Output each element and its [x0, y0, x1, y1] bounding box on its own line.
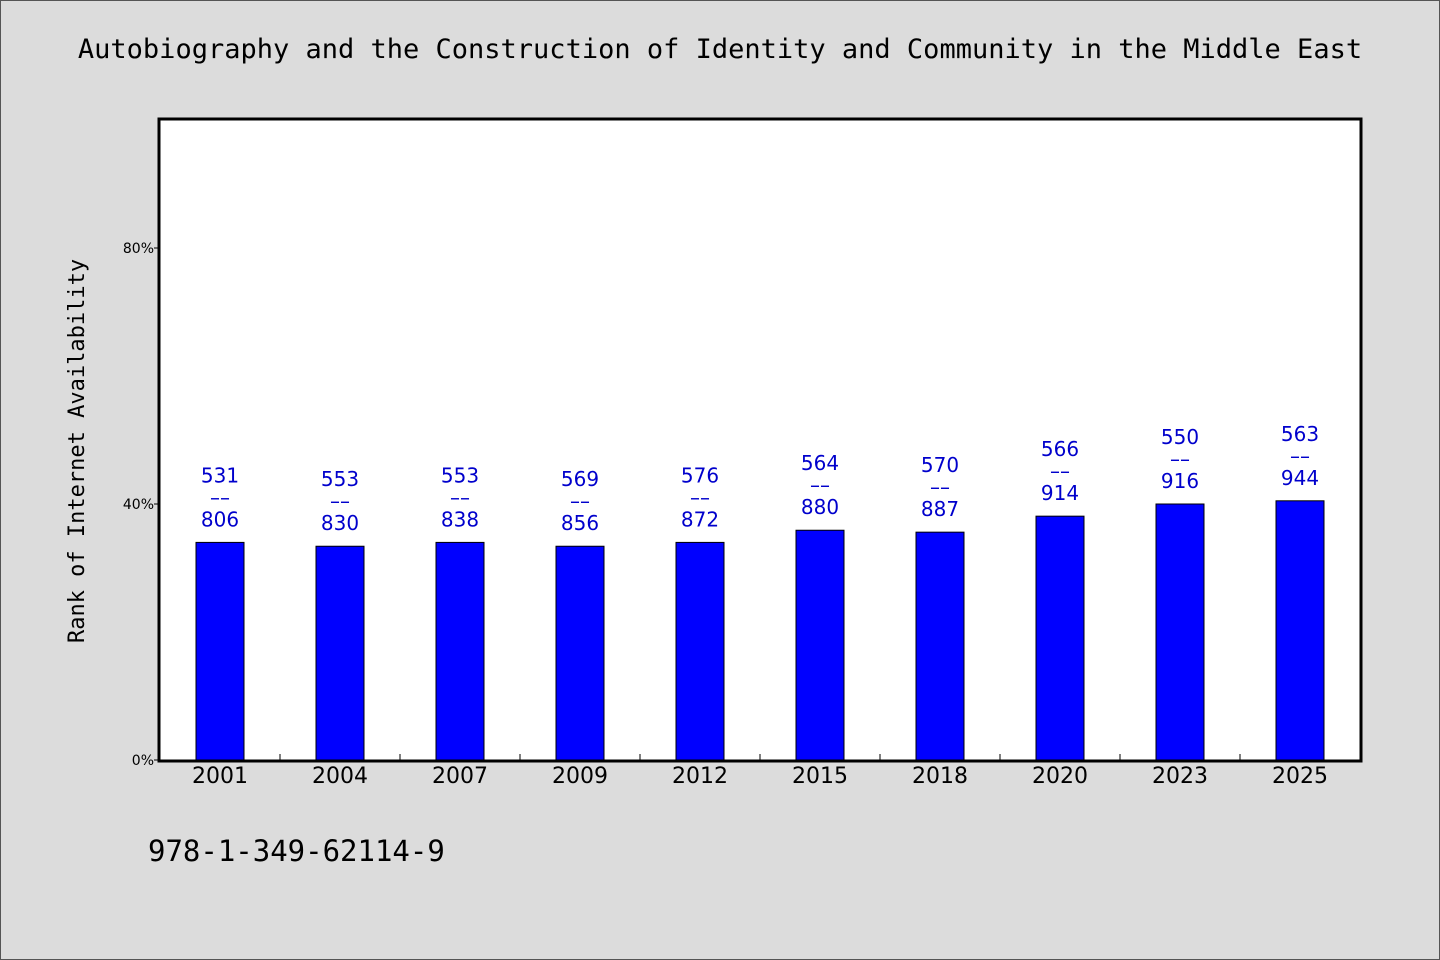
data-label-top: 531 [201, 463, 239, 487]
x-tick-label: 2018 [912, 764, 968, 789]
bar [1155, 503, 1205, 761]
data-label-top: 550 [1161, 425, 1199, 449]
data-label-bottom: 916 [1161, 469, 1199, 493]
x-tick-label: 2009 [552, 764, 608, 789]
x-tick-label: 2025 [1272, 764, 1328, 789]
y-tick-label: 0% [132, 753, 154, 769]
bar [1275, 500, 1325, 761]
data-label-separator: –– [330, 489, 350, 513]
data-label-separator: –– [690, 485, 710, 509]
bar [1035, 515, 1085, 761]
data-label-separator: –– [1290, 444, 1310, 468]
data-label-bottom: 838 [441, 507, 479, 531]
data-label-separator: –– [1170, 447, 1190, 471]
bar [435, 541, 485, 761]
isbn-label: 978-1-349-62114-9 [148, 834, 445, 868]
data-label-top: 566 [1041, 437, 1079, 461]
data-label-top: 570 [921, 453, 959, 477]
data-label-separator: –– [810, 473, 830, 497]
data-label-bottom: 914 [1041, 481, 1079, 505]
data-label-bottom: 872 [681, 507, 719, 531]
bar [315, 545, 365, 761]
data-label-separator: –– [570, 489, 590, 513]
x-tick-label: 2012 [672, 764, 728, 789]
data-label-top: 553 [321, 467, 359, 491]
data-label-separator: –– [210, 485, 230, 509]
bar [555, 545, 605, 761]
data-label-top: 576 [681, 463, 719, 487]
data-label-bottom: 806 [201, 507, 239, 531]
data-labels: 2001531––8062004553––8302007553––8382009… [192, 422, 1328, 789]
x-tick-label: 2007 [432, 764, 488, 789]
data-label-bottom: 830 [321, 511, 359, 535]
x-tick-label: 2001 [192, 764, 248, 789]
data-label-bottom: 944 [1281, 466, 1319, 490]
data-label-bottom: 880 [801, 495, 839, 519]
y-axis-title: Rank of Internet Availability [65, 259, 90, 643]
data-label-top: 569 [561, 467, 599, 491]
x-tick-label: 2004 [312, 764, 368, 789]
bar [915, 531, 965, 761]
data-label-top: 564 [801, 451, 839, 475]
data-label-separator: –– [450, 485, 470, 509]
chart-title: Autobiography and the Construction of Id… [77, 34, 1363, 65]
y-tick-label: 80% [123, 241, 154, 257]
x-tick-label: 2015 [792, 764, 848, 789]
axis-ticks: 0% 40% 80% [123, 241, 1241, 769]
data-label-top: 553 [441, 463, 479, 487]
y-tick-label: 40% [123, 497, 154, 513]
data-label-top: 563 [1281, 422, 1319, 446]
bar [195, 541, 245, 761]
x-tick-label: 2023 [1152, 764, 1208, 789]
data-label-bottom: 887 [921, 497, 959, 521]
x-tick-label: 2020 [1032, 764, 1088, 789]
data-label-bottom: 856 [561, 511, 599, 535]
data-label-separator: –– [1050, 459, 1070, 483]
data-label-separator: –– [930, 475, 950, 499]
bar [795, 529, 845, 761]
bars [195, 500, 1325, 761]
bar [675, 541, 725, 761]
